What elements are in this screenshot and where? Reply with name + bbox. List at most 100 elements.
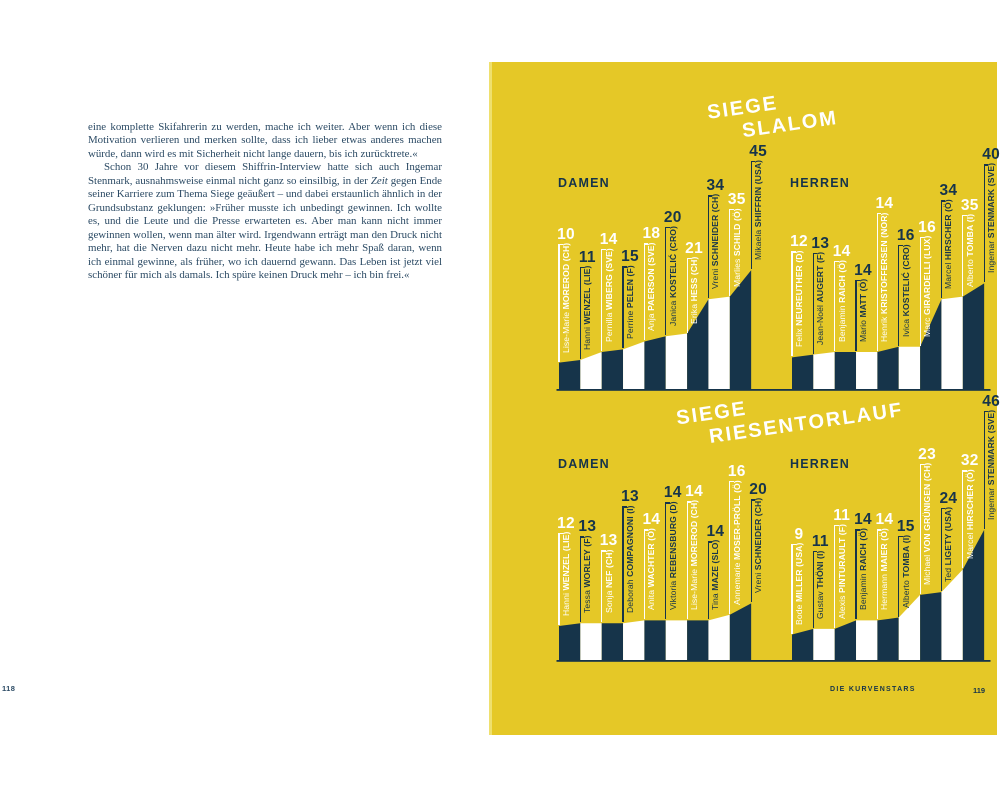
athlete-name: Viktoria REBENSBURG (D) bbox=[668, 502, 679, 611]
leader-hook bbox=[707, 541, 713, 543]
athlete-last-name: STENMARK bbox=[986, 435, 997, 486]
area-stripe bbox=[941, 569, 963, 660]
leader-hook bbox=[834, 261, 839, 263]
leader-hook bbox=[665, 502, 670, 504]
athlete-name: Sonja NEF (CH) bbox=[604, 550, 615, 614]
athlete-first-name: Michael bbox=[922, 554, 933, 585]
area-stripe bbox=[834, 620, 857, 660]
athlete-country-code: Ö bbox=[964, 472, 975, 480]
footer-chapter-title: DIE KURVENSTARS bbox=[830, 686, 916, 693]
athlete-first-name: Hanni bbox=[561, 593, 571, 617]
athlete-country-code: Ö bbox=[646, 531, 657, 539]
athlete-name: Benjamin RAICH (Ö) bbox=[858, 528, 869, 610]
leader-hook bbox=[750, 161, 756, 163]
athlete-value: 32 bbox=[960, 452, 979, 470]
leader-line bbox=[579, 266, 582, 359]
leader-line bbox=[750, 161, 752, 270]
athlete-value: 12 bbox=[557, 515, 575, 533]
athlete-first-name: Viktoria bbox=[667, 581, 678, 611]
athlete-value: 14 bbox=[599, 231, 618, 249]
athlete-value: 14 bbox=[706, 523, 725, 541]
leader-hook bbox=[622, 266, 628, 268]
leader-line bbox=[622, 506, 624, 623]
athlete-value: 10 bbox=[557, 225, 575, 243]
area-stripe bbox=[898, 594, 921, 660]
athlete-name: Ted LIGETY (USA) bbox=[943, 507, 954, 582]
leader-line bbox=[643, 529, 646, 620]
paragraph-1-text: eine komplette Skifahrerin zu werden, ma… bbox=[88, 121, 442, 160]
area-stripe bbox=[601, 623, 624, 660]
leader-hook bbox=[876, 213, 882, 215]
athlete-name: Lise-Marie MOREROD (CH) bbox=[689, 500, 700, 610]
leader-line bbox=[558, 243, 560, 362]
athlete-first-name: Ingemar bbox=[986, 487, 997, 520]
athlete-last-name: WORLEY bbox=[582, 549, 593, 588]
leader-line bbox=[812, 550, 815, 628]
athlete-value: 11 bbox=[811, 532, 829, 550]
athlete-value: 35 bbox=[727, 190, 746, 208]
paragraph-2-post: gegen Ende seiner Karriere zum Thema Sie… bbox=[88, 174, 442, 281]
area-stripe bbox=[729, 603, 752, 660]
athlete-country: (CH) bbox=[603, 549, 614, 569]
athlete-first-name: Benjamin bbox=[858, 573, 869, 611]
leader-hook bbox=[643, 529, 649, 531]
leader-line bbox=[601, 249, 603, 352]
leader-hook bbox=[812, 252, 818, 254]
leader-hook bbox=[558, 533, 563, 535]
athlete-name: Gustav THÖNI (I) bbox=[815, 550, 826, 619]
athlete-country-code: SLO bbox=[710, 542, 721, 561]
leader-hook bbox=[898, 535, 903, 537]
leader-hook bbox=[558, 243, 563, 245]
leader-line bbox=[729, 480, 731, 614]
leader-line bbox=[983, 410, 985, 529]
area-stripe bbox=[898, 346, 921, 389]
athlete-value: 24 bbox=[939, 490, 958, 508]
athlete-country-code: CH bbox=[689, 503, 700, 516]
area-stripe bbox=[813, 628, 835, 660]
area-stripe bbox=[623, 341, 645, 389]
leader-line bbox=[686, 501, 688, 620]
leader-line bbox=[665, 227, 667, 336]
chart-area-siege-riesentorlauf bbox=[556, 529, 991, 662]
area-stripe bbox=[559, 359, 581, 389]
leader-hook bbox=[855, 529, 861, 531]
athlete-country: (CH) bbox=[689, 500, 700, 519]
athlete-value: 11 bbox=[833, 506, 851, 524]
area-stripe bbox=[877, 346, 899, 389]
athlete-value: 11 bbox=[578, 248, 596, 266]
athlete-first-name: Gustav bbox=[815, 591, 826, 619]
leader-hook bbox=[940, 508, 946, 510]
athlete-value: 16 bbox=[727, 462, 746, 480]
athlete-country: (CH) bbox=[753, 498, 764, 517]
athlete-first-name: Marcel bbox=[964, 533, 975, 560]
athlete-value: 9 bbox=[794, 525, 804, 543]
leader-line bbox=[834, 261, 836, 352]
athlete-name: Alberto TOMBA (I) bbox=[901, 534, 912, 607]
area-stripe bbox=[665, 620, 688, 660]
area-stripe bbox=[687, 620, 709, 660]
text-paragraph-2: Schon 30 Jahre vor diesem Shiffrin-Inter… bbox=[88, 161, 442, 282]
leader-hook bbox=[750, 499, 756, 501]
area-stripe bbox=[729, 270, 752, 389]
athlete-value: 18 bbox=[642, 225, 661, 243]
leader-hook bbox=[729, 480, 734, 483]
leader-line bbox=[876, 529, 879, 620]
group-label-damen: DAMEN bbox=[558, 457, 610, 471]
athlete-value: 15 bbox=[896, 517, 915, 535]
leader-line bbox=[876, 213, 879, 352]
chart-baseline bbox=[556, 660, 991, 662]
area-stripe bbox=[941, 296, 963, 389]
leader-line bbox=[665, 502, 667, 620]
athlete-value: 13 bbox=[599, 532, 618, 550]
athlete-value: 14 bbox=[875, 195, 894, 213]
athlete-last-name: MILLER bbox=[794, 568, 804, 602]
leader-line bbox=[855, 280, 857, 352]
area-stripe bbox=[559, 623, 581, 660]
athlete-country-code: Ö bbox=[858, 531, 869, 539]
athlete-last-name: HIRSCHER bbox=[964, 484, 975, 531]
leader-line bbox=[558, 533, 560, 626]
athlete-value: 15 bbox=[621, 248, 639, 266]
paragraph-2-pre: Schon 30 Jahre vor diesem Shiffrin-Inter… bbox=[88, 161, 442, 187]
leader-hook bbox=[962, 470, 967, 472]
area-stripe bbox=[834, 352, 857, 389]
